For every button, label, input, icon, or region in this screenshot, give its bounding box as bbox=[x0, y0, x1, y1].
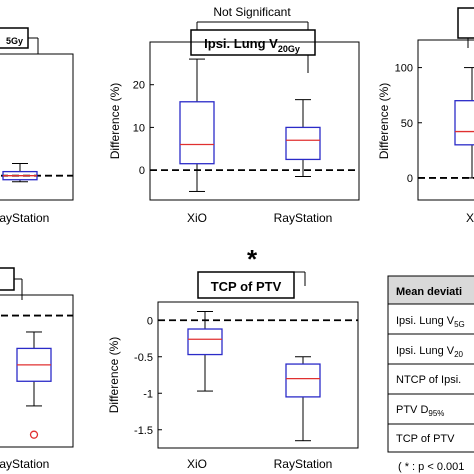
box-iqr bbox=[454, 100, 474, 146]
y-tick-label: -0.5 bbox=[134, 352, 153, 364]
x-tick-label: RayStation bbox=[274, 211, 333, 225]
y-tick-label: 0 bbox=[147, 315, 153, 327]
panel-top-right: 0 50 100 Difference (%) XiO bbox=[377, 7, 474, 225]
axes-frame bbox=[0, 294, 74, 448]
title-box bbox=[197, 271, 295, 299]
table-header: Mean deviati bbox=[396, 286, 462, 298]
box-iqr bbox=[285, 363, 321, 398]
box-plot-area bbox=[0, 163, 73, 183]
axes-frame bbox=[157, 301, 359, 449]
y-tick-label: 0 bbox=[139, 165, 145, 177]
y-tick-label: -1 bbox=[143, 388, 153, 400]
x-tick-label: XiO bbox=[466, 211, 474, 225]
box-plot-area: 0 10 20 bbox=[133, 58, 359, 192]
panel-top-left: 5Gy RayStation bbox=[0, 27, 74, 225]
table-row-label: Ipsi. Lung V5G bbox=[396, 315, 465, 329]
table-row bbox=[387, 423, 474, 453]
significance-asterisk: * bbox=[247, 244, 258, 274]
annotation-not-significant: Not Significant bbox=[213, 5, 291, 19]
panel-bottom-middle: * TCP of PTV 0-0.5-1-1.5 Difference (%) … bbox=[107, 244, 359, 471]
table-header-cell bbox=[387, 275, 474, 305]
chart-title: TCP of PTV bbox=[211, 279, 282, 294]
title-box bbox=[457, 7, 474, 39]
table-row bbox=[387, 303, 474, 335]
chart-title: 5Gy bbox=[6, 36, 23, 46]
box-iqr bbox=[187, 328, 223, 356]
y-axis-label: Difference (%) bbox=[107, 337, 121, 413]
table-row-label: NTCP of Ipsi. bbox=[396, 374, 461, 386]
box-plot-area: 0 -0.5 -1 -1.5 bbox=[134, 310, 358, 442]
table-footnote: ( * : p < 0.001 bbox=[398, 461, 464, 473]
table-row bbox=[387, 393, 474, 425]
box-iqr bbox=[285, 126, 321, 161]
panel-bottom-left: RayStation bbox=[0, 267, 74, 471]
y-tick-label: 100 bbox=[395, 63, 413, 75]
box-plot-area bbox=[0, 314, 73, 439]
y-tick-label: 0 bbox=[407, 173, 413, 185]
box-iqr bbox=[179, 101, 215, 165]
panel-top-middle: Not Significant Ipsi. Lung V20Gy 0 10 20 D… bbox=[108, 5, 360, 225]
axes-frame bbox=[149, 41, 360, 201]
box-plot-area: 0 50 100 bbox=[395, 63, 474, 185]
y-tick-label: 50 bbox=[401, 118, 413, 130]
x-tick-label: RayStation bbox=[0, 211, 49, 225]
table-row-label: PTV D95% bbox=[396, 404, 444, 418]
y-tick-label: 20 bbox=[133, 80, 145, 92]
x-tick-label: XiO bbox=[187, 211, 207, 225]
table-row-label: Ipsi. Lung V20 bbox=[396, 345, 464, 359]
y-axis-label: Difference (%) bbox=[377, 83, 391, 159]
axes-frame bbox=[417, 39, 474, 201]
axes-frame bbox=[0, 53, 74, 201]
y-tick-label: -1.5 bbox=[134, 425, 153, 437]
summary-table: Mean deviati Ipsi. Lung V5G Ipsi. Lung V… bbox=[387, 275, 474, 473]
outlier-point bbox=[29, 430, 39, 439]
y-axis-label: Difference (%) bbox=[108, 83, 122, 159]
title-box bbox=[0, 267, 15, 291]
x-tick-label: RayStation bbox=[274, 457, 333, 471]
x-tick-label: XiO bbox=[187, 457, 207, 471]
y-tick-label: 10 bbox=[133, 122, 145, 134]
chart-title: Ipsi. Lung V20Gy bbox=[204, 36, 300, 54]
table-row-label: TCP of PTV bbox=[396, 433, 455, 445]
x-tick-label: RayStation bbox=[0, 457, 49, 471]
